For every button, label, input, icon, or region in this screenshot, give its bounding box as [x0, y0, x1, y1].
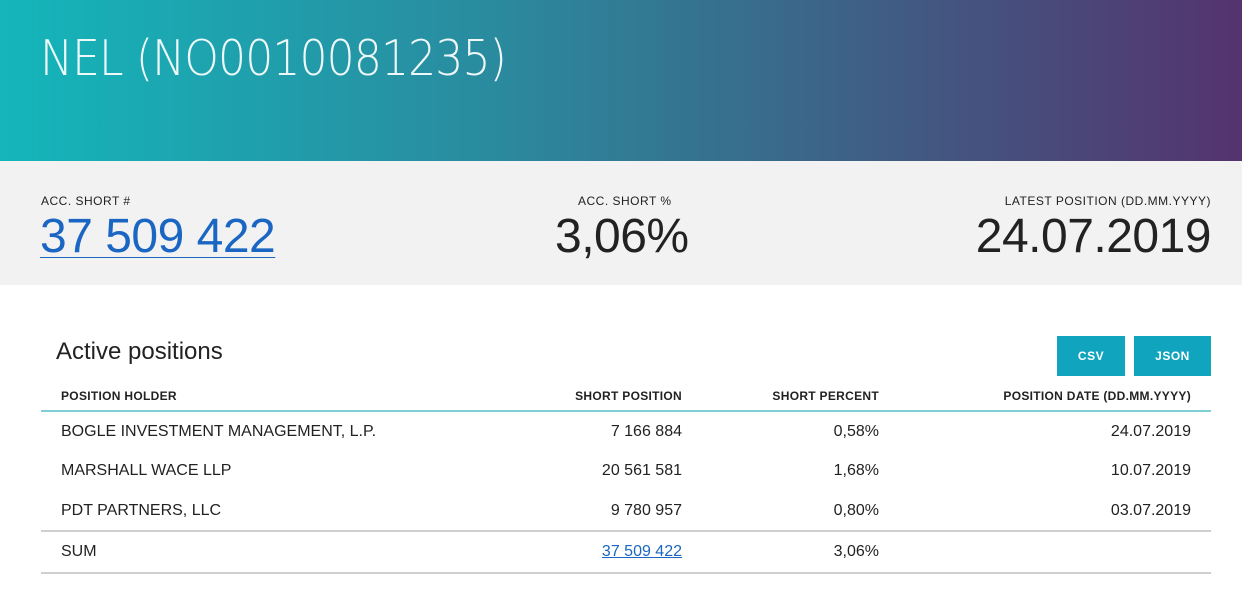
cell-short-position: 9 780 957: [610, 501, 682, 519]
col-header-short-percent: SHORT PERCENT: [702, 381, 899, 412]
cell-position-holder: MARSHALL WACE LLP: [61, 462, 232, 479]
positions-table: POSITION HOLDER SHORT POSITION SHORT PER…: [41, 381, 1211, 574]
cell-position-holder: BOGLE INVESTMENT MANAGEMENT, L.P.: [61, 422, 377, 440]
col-header-short-position: SHORT POSITION: [471, 381, 702, 412]
table-row: MARSHALL WACE LLP 20 561 581 1,68% 10.07…: [41, 451, 1211, 491]
latest-position-value: 24.07.2019: [975, 210, 1212, 263]
sum-short-position-cell: 37 509 422: [471, 530, 702, 574]
acc-short-pct-value: 3,06%: [555, 210, 689, 263]
cell-short-position: 7 166 884: [610, 422, 682, 440]
table-row: PDT PARTNERS, LLC 9 780 957 0,80% 03.07.…: [41, 491, 1211, 531]
acc-short-num-label: ACC. SHORT #: [41, 194, 131, 208]
acc-short-num-link[interactable]: 37 509 422: [40, 210, 276, 263]
cell-short-percent: 0,80%: [833, 501, 879, 519]
sum-short-percent: 3,06%: [702, 530, 899, 574]
cell-position-date: 24.07.2019: [1110, 422, 1191, 440]
summary-stats: ACC. SHORT # 37 509 422 ACC. SHORT % 3,0…: [0, 161, 1242, 285]
sum-row: SUM 37 509 422 3,06%: [41, 530, 1211, 574]
cell-position-date: 10.07.2019: [1110, 462, 1191, 479]
sum-short-position-link[interactable]: 37 509 422: [601, 543, 682, 560]
page-header: NEL (NO0010081235): [0, 0, 1242, 161]
table-header-row: POSITION HOLDER SHORT POSITION SHORT PER…: [41, 381, 1211, 412]
col-header-position-date: POSITION DATE (DD.MM.YYYY): [899, 381, 1211, 412]
cell-position-holder: PDT PARTNERS, LLC: [61, 501, 222, 519]
sum-label: SUM: [41, 530, 471, 574]
section-title: Active positions: [56, 338, 223, 365]
table-row: BOGLE INVESTMENT MANAGEMENT, L.P. 7 166 …: [41, 411, 1211, 451]
cell-short-position: 20 561 581: [601, 462, 682, 479]
acc-short-pct-label: ACC. SHORT %: [578, 194, 672, 208]
cell-short-percent: 0,58%: [833, 422, 879, 440]
col-header-position-holder: POSITION HOLDER: [41, 381, 471, 412]
cell-position-date: 03.07.2019: [1110, 501, 1191, 519]
csv-button[interactable]: CSV: [1057, 336, 1125, 376]
json-button[interactable]: JSON: [1134, 336, 1211, 376]
latest-position-label: LATEST POSITION (DD.MM.YYYY): [1004, 194, 1211, 208]
page-title: NEL (NO0010081235): [40, 30, 507, 87]
sum-empty-cell: [899, 530, 1211, 574]
cell-short-percent: 1,68%: [833, 462, 879, 479]
